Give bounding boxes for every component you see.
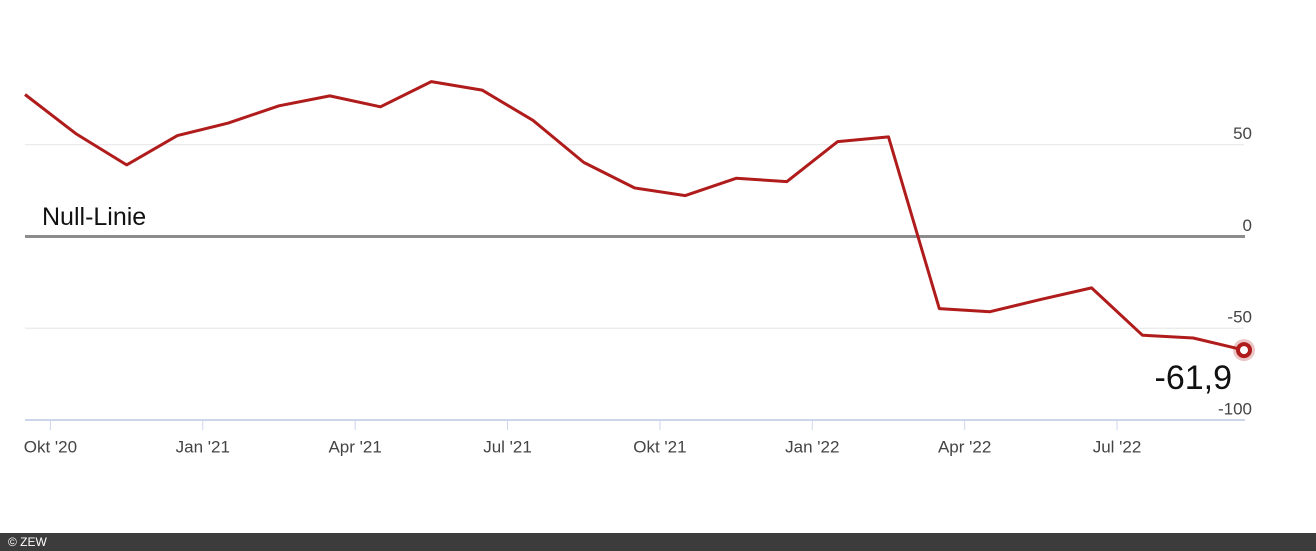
x-tick-label: Apr '21	[328, 437, 381, 456]
y-tick-label: 0	[1243, 216, 1252, 235]
y-tick-label: -100	[1218, 399, 1252, 418]
x-tick-label: Okt '21	[633, 437, 686, 456]
x-tick-label: Jul '22	[1093, 437, 1142, 456]
y-tick-label: -50	[1227, 308, 1252, 327]
zero-line-label: Null-Linie	[42, 203, 146, 231]
x-tick-label: Jan '22	[785, 437, 839, 456]
x-tick-label: Jan '21	[176, 437, 230, 456]
last-value-label: -61,9	[1155, 359, 1233, 397]
footer-bar	[0, 533, 1316, 551]
x-tick-label: Apr '22	[938, 437, 991, 456]
x-tick-label: Jul '21	[483, 437, 532, 456]
last-point	[1236, 342, 1252, 359]
line	[24, 80, 1245, 352]
y-tick-label: 50	[1233, 124, 1252, 143]
x-tick-label: Okt '20	[24, 437, 77, 456]
footer: © ZEW	[8, 535, 48, 549]
